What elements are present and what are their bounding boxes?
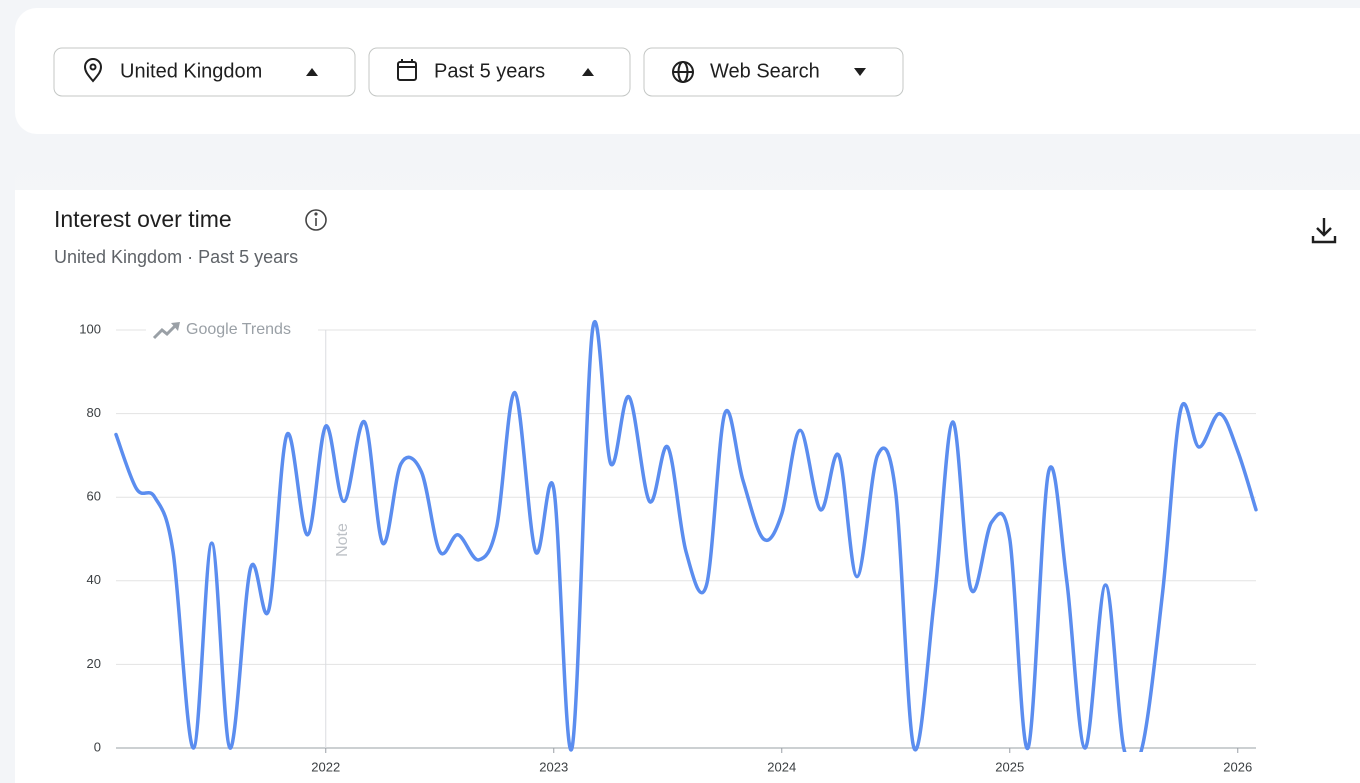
y-tick-label: 0 bbox=[94, 739, 101, 754]
y-tick-label: 60 bbox=[87, 489, 101, 504]
y-tick-label: 100 bbox=[79, 321, 101, 336]
plot: 0 20 40 60 80 100 2022 2023 2024 2025 2026 Note Goog… bbox=[79, 318, 1258, 774]
info-icon[interactable] bbox=[305, 209, 327, 231]
note-label: Note bbox=[334, 523, 351, 557]
location-filter[interactable]: United Kingdom bbox=[53, 47, 356, 97]
filter-button[interactable] bbox=[53, 47, 356, 97]
watermark-arrow bbox=[171, 322, 180, 331]
globe-icon bbox=[672, 61, 694, 83]
x-tick-label: 2025 bbox=[995, 759, 1024, 774]
pin-icon bbox=[83, 58, 103, 83]
series-line bbox=[114, 319, 1258, 752]
x-tick-label: 2022 bbox=[311, 759, 340, 774]
time-filter[interactable]: Past 5 years bbox=[368, 47, 631, 97]
y-tick-label: 40 bbox=[87, 572, 101, 587]
arrow-icon bbox=[306, 68, 318, 76]
search-type-filter[interactable]: Web Search bbox=[643, 47, 904, 97]
filter-button[interactable] bbox=[368, 47, 631, 97]
filter-label: United Kingdom bbox=[120, 60, 262, 82]
x-tick-label: 2024 bbox=[767, 759, 796, 774]
y-tick-label: 20 bbox=[87, 656, 101, 671]
arrow-icon bbox=[854, 68, 866, 76]
chart-title: Interest over time bbox=[54, 206, 232, 232]
chart-subtitle: United Kingdom · Past 5 years bbox=[54, 247, 298, 267]
filter-label: Past 5 years bbox=[434, 60, 545, 82]
y-tick-label: 80 bbox=[87, 405, 101, 420]
watermark-icon bbox=[152, 323, 178, 340]
x-tick-label: 2026 bbox=[1223, 759, 1252, 774]
calendar-icon bbox=[397, 59, 417, 81]
watermark-bg bbox=[146, 318, 318, 342]
watermark: Google Trends bbox=[186, 321, 291, 338]
filter-button[interactable] bbox=[643, 47, 904, 97]
chart-card-body bbox=[15, 190, 1360, 783]
x-tick-label: 2023 bbox=[539, 759, 568, 774]
filter-label: Web Search bbox=[710, 60, 820, 82]
arrow-icon bbox=[582, 68, 594, 76]
download-icon[interactable] bbox=[1311, 218, 1337, 244]
